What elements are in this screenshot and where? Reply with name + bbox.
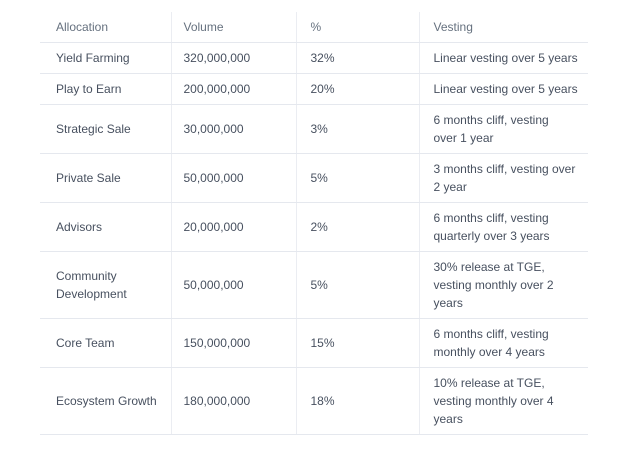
- percent-cell: 15%: [295, 318, 419, 368]
- volume-cell: 180,000,000: [170, 367, 296, 435]
- table-row: Play to Earn 200,000,000 20% Linear vest…: [40, 73, 588, 105]
- header-row: Allocation Volume % Vesting: [40, 12, 588, 43]
- column-header-allocation: Allocation: [40, 12, 171, 43]
- volume-cell: 150,000,000: [170, 318, 296, 368]
- percent-cell: 2%: [295, 202, 419, 252]
- percent-cell: 5%: [295, 251, 419, 319]
- column-header-volume: Volume: [170, 12, 296, 43]
- column-header-vesting: Vesting: [418, 12, 588, 43]
- vesting-cell: 6 months cliff, vesting monthly over 4 y…: [418, 318, 588, 368]
- vesting-cell: 6 months cliff, vesting over 1 year: [418, 104, 588, 154]
- allocation-cell: Private Sale: [40, 153, 171, 203]
- percent-cell: 20%: [295, 73, 419, 105]
- table-row: Community Development 50,000,000 5% 30% …: [40, 251, 588, 319]
- volume-cell: 50,000,000: [170, 153, 296, 203]
- allocation-cell: Strategic Sale: [40, 104, 171, 154]
- table-row: Yield Farming 320,000,000 32% Linear ves…: [40, 42, 588, 74]
- allocation-cell: Advisors: [40, 202, 171, 252]
- table-row: Core Team 150,000,000 15% 6 months cliff…: [40, 318, 588, 368]
- vesting-cell: 3 months cliff, vesting over 2 year: [418, 153, 588, 203]
- allocation-cell: Community Development: [40, 251, 171, 319]
- allocation-cell: Play to Earn: [40, 73, 171, 105]
- vesting-cell: Linear vesting over 5 years: [418, 42, 588, 74]
- percent-cell: 32%: [295, 42, 419, 74]
- percent-cell: 3%: [295, 104, 419, 154]
- column-header-percent: %: [295, 12, 419, 43]
- table-row: Strategic Sale 30,000,000 3% 6 months cl…: [40, 104, 588, 154]
- table-row: Advisors 20,000,000 2% 6 months cliff, v…: [40, 202, 588, 252]
- volume-cell: 30,000,000: [170, 104, 296, 154]
- table-row: Ecosystem Growth 180,000,000 18% 10% rel…: [40, 367, 588, 435]
- percent-cell: 5%: [295, 153, 419, 203]
- vesting-cell: Linear vesting over 5 years: [418, 73, 588, 105]
- allocation-table-container: Allocation Volume % Vesting Yield Farmin…: [40, 12, 588, 435]
- volume-cell: 50,000,000: [170, 251, 296, 319]
- volume-cell: 20,000,000: [170, 202, 296, 252]
- allocation-cell: Yield Farming: [40, 42, 171, 74]
- volume-cell: 320,000,000: [170, 42, 296, 74]
- allocation-cell: Ecosystem Growth: [40, 367, 171, 435]
- allocation-table: Allocation Volume % Vesting Yield Farmin…: [40, 12, 588, 435]
- allocation-cell: Core Team: [40, 318, 171, 368]
- vesting-cell: 6 months cliff, vesting quarterly over 3…: [418, 202, 588, 252]
- table-row: Private Sale 50,000,000 5% 3 months clif…: [40, 153, 588, 203]
- vesting-cell: 10% release at TGE, vesting monthly over…: [418, 367, 588, 435]
- volume-cell: 200,000,000: [170, 73, 296, 105]
- percent-cell: 18%: [295, 367, 419, 435]
- vesting-cell: 30% release at TGE, vesting monthly over…: [418, 251, 588, 319]
